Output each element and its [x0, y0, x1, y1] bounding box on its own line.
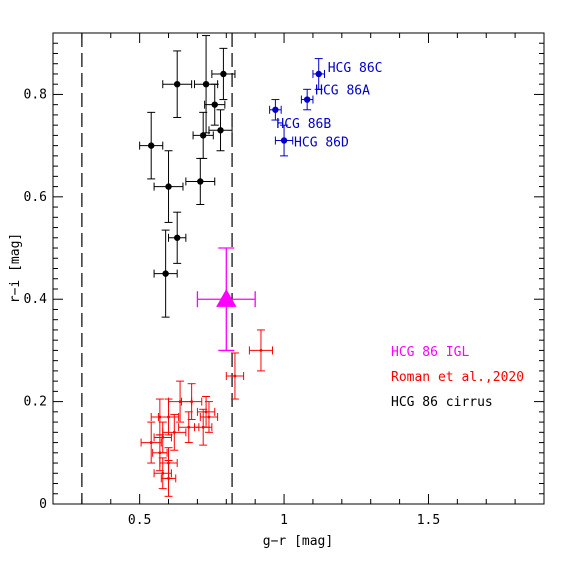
series-roman-et-al-2020 [140, 329, 274, 497]
y-tick-label: 0.4 [24, 292, 48, 307]
point-marker [211, 101, 218, 108]
legend-entry: Roman et al.,2020 [391, 370, 524, 385]
data-point [162, 50, 193, 118]
point-marker [202, 80, 210, 88]
point-marker [197, 178, 204, 185]
y-axis-label: r−i [mag] [8, 233, 23, 303]
point-marker [272, 106, 279, 113]
x-tick-label: 1.5 [417, 513, 440, 528]
series-hcg-86-cirrus [139, 35, 236, 318]
series-hcg-86-igl [196, 247, 256, 352]
data-point [153, 150, 184, 223]
point-marker [178, 400, 182, 404]
point-marker [167, 477, 170, 480]
point-annotations: HCG 86C HCG 86A HCG 86B HCG 86D [276, 61, 382, 151]
data-point [208, 109, 233, 152]
point-marker [165, 183, 172, 190]
legend-entry: HCG 86 cirrus [391, 395, 493, 410]
point-marker [149, 441, 153, 444]
point-marker [233, 374, 237, 378]
plot-frame [52, 32, 545, 505]
data-point [192, 111, 214, 159]
reference-lines [81, 33, 233, 504]
data-points [139, 35, 325, 497]
point-marker [173, 234, 181, 241]
galaxy-label: HCG 86C [328, 61, 383, 76]
point-marker [280, 137, 288, 144]
galaxy-label: HCG 86B [276, 117, 331, 132]
data-point [139, 111, 164, 180]
data-point [211, 47, 236, 101]
data-point [204, 83, 226, 126]
data-point [300, 88, 314, 111]
point-marker [187, 425, 191, 429]
data-point [181, 383, 203, 421]
data-point [140, 421, 162, 464]
triangle-marker [216, 289, 237, 307]
axis-ticks: 0.5 1 1.5 0 0.2 0.4 0.6 0.8 [24, 32, 545, 528]
point-marker [161, 436, 165, 439]
galaxy-label: HCG 86D [294, 136, 349, 151]
data-point [185, 157, 216, 206]
point-marker [207, 415, 211, 419]
point-marker [190, 400, 194, 404]
point-marker [315, 70, 322, 78]
data-point [153, 229, 178, 318]
data-point [196, 395, 216, 428]
point-marker [201, 425, 205, 429]
point-marker [172, 430, 176, 434]
legend-entry: HCG 86 IGL [391, 345, 469, 360]
point-marker [259, 349, 263, 352]
x-axis-label: g−r [mag] [263, 534, 333, 549]
data-point [196, 247, 256, 352]
data-point [312, 58, 325, 90]
x-tick-label: 1 [280, 513, 288, 528]
data-point [225, 352, 245, 400]
data-point [153, 457, 172, 490]
point-marker [158, 451, 162, 455]
data-point [269, 99, 282, 121]
point-marker [162, 270, 169, 277]
legend: HCG 86 IGL Roman et al.,2020 HCG 86 cirrus [391, 345, 524, 410]
point-marker [161, 471, 165, 475]
data-point [162, 413, 187, 451]
y-tick-label: 0.6 [24, 190, 47, 205]
y-tick-label: 0 [39, 497, 47, 512]
point-marker [217, 127, 224, 134]
point-marker [303, 96, 311, 103]
data-point [248, 329, 274, 372]
point-marker [167, 415, 170, 419]
point-marker [220, 70, 227, 78]
data-point [160, 459, 177, 497]
point-marker [148, 142, 155, 149]
galaxy-label: HCG 86A [315, 84, 370, 99]
series-hcg-86-galaxies [269, 58, 325, 157]
point-marker [204, 410, 208, 414]
y-tick-label: 0.2 [24, 395, 47, 410]
point-marker [199, 132, 207, 139]
data-point [168, 211, 187, 264]
y-tick-label: 0.8 [24, 87, 47, 102]
point-marker [173, 80, 181, 88]
data-point [194, 408, 213, 446]
x-tick-label: 0.5 [128, 513, 151, 528]
data-point [157, 398, 180, 436]
data-point [274, 124, 294, 157]
